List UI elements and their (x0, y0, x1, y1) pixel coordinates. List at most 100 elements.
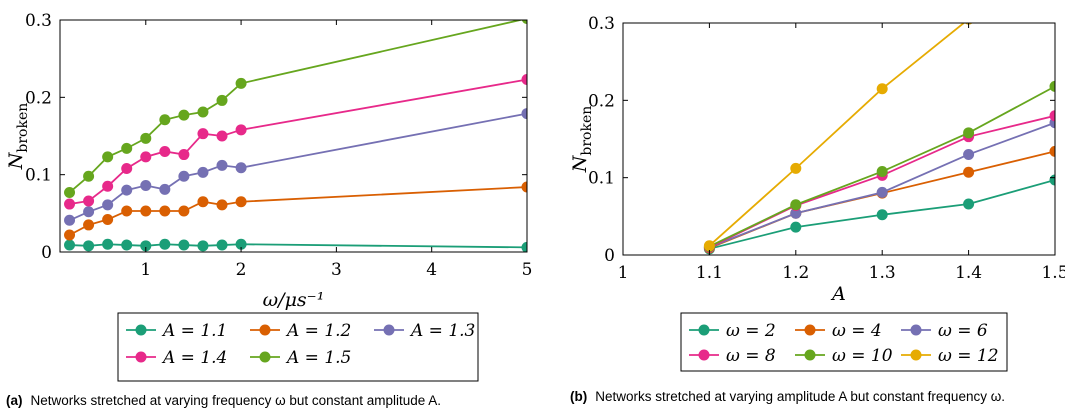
data-point (178, 109, 190, 121)
legend: ω = 2 ω = 4 ω = 6 ω = 8 ω = 10 ω = 12 (680, 312, 1008, 372)
legend-label: ω = 10 (832, 346, 893, 366)
data-point (216, 199, 228, 211)
data-point (121, 162, 133, 174)
legend-label: A = 1.4 (161, 348, 227, 368)
data-point (64, 229, 76, 241)
data-point (64, 198, 76, 210)
legend-label: A = 1.2 (285, 321, 351, 341)
data-point (521, 74, 527, 86)
data-point (159, 145, 171, 157)
data-point (102, 238, 114, 250)
legend-swatch-marker (259, 351, 271, 363)
data-point (83, 219, 95, 231)
x-tick-label: 1.5 (1041, 263, 1065, 283)
data-point (235, 196, 247, 208)
legend-item: ω = 4 (795, 321, 882, 341)
legend-label: ω = 6 (938, 321, 988, 341)
data-point (876, 186, 888, 198)
series-line (69, 112, 527, 222)
data-point (121, 142, 133, 154)
legend-item: ω = 10 (795, 346, 893, 366)
legend-label: A = 1.1 (161, 321, 227, 341)
data-point (216, 239, 228, 251)
data-point (790, 162, 802, 174)
data-point (963, 198, 975, 210)
data-point (83, 206, 95, 218)
legend-swatch-marker (910, 324, 922, 336)
data-point (140, 179, 152, 191)
legend-swatch-marker (910, 349, 922, 361)
x-tick-label: 1.2 (782, 263, 809, 283)
data-point (159, 183, 171, 195)
data-point (963, 148, 975, 160)
legend-item: A = 1.4 (126, 348, 227, 368)
data-point (197, 240, 209, 252)
legend-swatch-marker (698, 324, 710, 336)
x-tick-label: 4 (426, 260, 437, 280)
plot-area (64, 20, 527, 252)
y-axis-label: Nbroken (5, 103, 31, 171)
x-tick-label: 1.1 (696, 263, 723, 283)
x-tick-label: 5 (522, 260, 533, 280)
legend-swatch-marker (259, 324, 271, 336)
data-point (197, 128, 209, 140)
legend-item: ω = 6 (901, 321, 988, 341)
data-point (102, 214, 114, 226)
caption: (a) Networks stretched at varying frequen… (6, 393, 441, 408)
data-point (102, 180, 114, 192)
series-line (69, 186, 527, 236)
data-point (876, 83, 888, 95)
data-point (235, 124, 247, 136)
legend-swatch-marker (804, 324, 816, 336)
x-tick-label: 2 (236, 260, 247, 280)
data-point (64, 214, 76, 226)
data-point (159, 114, 171, 126)
caption-text: Networks stretched at varying amplitude … (595, 389, 1005, 404)
data-point (197, 166, 209, 178)
legend-swatch-marker (383, 324, 395, 336)
y-tick-label: 0.3 (588, 14, 615, 34)
data-point (790, 207, 802, 219)
series-line (709, 121, 1055, 249)
caption-label: (a) (6, 393, 23, 408)
data-point (140, 132, 152, 144)
legend-swatch-marker (698, 349, 710, 361)
x-tick-label: 1 (140, 260, 151, 280)
y-tick-label: 0 (604, 246, 615, 266)
legend-box (117, 312, 479, 382)
legend: A = 1.1 A = 1.2 A = 1.3 A = 1.4 A = 1.5 (117, 312, 479, 382)
data-point (235, 77, 247, 89)
y-tick-label: 0.3 (25, 11, 52, 31)
legend-item: A = 1.2 (250, 321, 351, 341)
data-point (963, 127, 975, 139)
x-tick-label: 1.4 (955, 263, 982, 283)
data-point (1049, 110, 1055, 122)
x-tick-label: 1 (618, 263, 629, 283)
data-point (140, 151, 152, 163)
data-point (178, 205, 190, 217)
x-tick-label: 3 (331, 260, 342, 280)
legend-label: ω = 2 (726, 321, 776, 341)
x-tick-label: 1.3 (869, 263, 896, 283)
series-line (708, 23, 966, 247)
y-tick-label: 0.1 (588, 169, 615, 189)
legend-item: A = 1.1 (126, 321, 227, 341)
data-point (521, 181, 527, 193)
legend-swatch-marker (804, 349, 816, 361)
y-axis-label-main: N (569, 154, 591, 173)
data-point (197, 106, 209, 118)
y-axis-label-main: N (5, 151, 27, 170)
data-point (83, 170, 95, 182)
legend-item: ω = 12 (901, 346, 999, 366)
legend-item: A = 1.5 (250, 348, 351, 368)
data-point (64, 186, 76, 198)
legend-label: A = 1.5 (285, 348, 351, 368)
y-axis-label: Nbroken (569, 106, 595, 174)
y-axis-label-sub: broken (579, 106, 595, 156)
data-point (216, 130, 228, 142)
legend-swatch-marker (135, 324, 147, 336)
